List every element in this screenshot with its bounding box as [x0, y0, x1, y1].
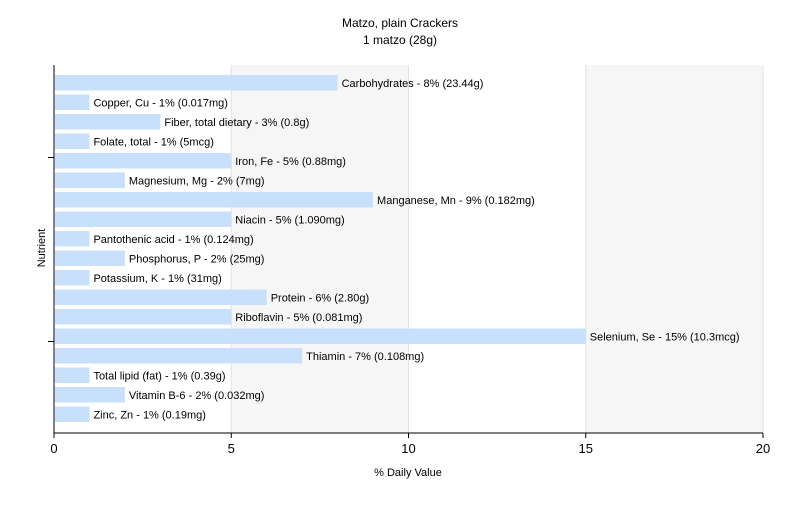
bar [55, 387, 125, 403]
bar [55, 406, 90, 422]
bar [55, 250, 125, 266]
bar-label: Fiber, total dietary - 3% (0.8g) [164, 117, 309, 129]
bar [55, 114, 161, 130]
bar-label: Phosphorus, P - 2% (25mg) [129, 253, 265, 265]
y-axis-title: Nutrient [36, 229, 48, 268]
chart-title: Matzo, plain Crackers [342, 16, 458, 30]
bar [55, 75, 338, 91]
x-axis-title: % Daily Value [374, 467, 442, 479]
x-tick-label: 5 [228, 441, 235, 456]
bar-label: Protein - 6% (2.80g) [271, 292, 369, 304]
bar-label: Iron, Fe - 5% (0.88mg) [235, 156, 346, 168]
bar-label: Copper, Cu - 1% (0.017mg) [93, 97, 228, 109]
bar-label: Folate, total - 1% (5mcg) [93, 136, 213, 148]
grid-band [231, 65, 409, 433]
bar [55, 211, 232, 227]
grid-band [585, 65, 763, 433]
x-tick-label: 0 [50, 441, 57, 456]
bar-label: Zinc, Zn - 1% (0.19mg) [93, 409, 205, 421]
bar-label: Riboflavin - 5% (0.081mg) [235, 312, 362, 324]
bar-label: Manganese, Mn - 9% (0.182mg) [377, 195, 535, 207]
bar-label: Vitamin B-6 - 2% (0.032mg) [129, 390, 265, 402]
grid [54, 65, 764, 433]
bar [55, 133, 90, 149]
bar-label: Thiamin - 7% (0.108mg) [306, 351, 424, 363]
bars: Carbohydrates - 8% (23.44g) Copper, Cu - … [55, 75, 740, 422]
x-tick-label: 15 [579, 441, 593, 456]
bar [55, 94, 90, 110]
bar [55, 328, 586, 344]
bar [55, 192, 374, 208]
bar [55, 289, 267, 305]
bar [55, 153, 232, 169]
bar [55, 309, 232, 325]
bar-label: Carbohydrates - 8% (23.44g) [342, 78, 484, 90]
bar [55, 172, 125, 188]
bar-label: Niacin - 5% (1.090mg) [235, 214, 344, 226]
bar [55, 367, 90, 383]
axes: 0 5 10 15 20 [48, 65, 770, 456]
bar-label: Potassium, K - 1% (31mg) [93, 273, 221, 285]
grid-band [408, 65, 586, 433]
x-tick-label: 10 [401, 441, 415, 456]
bar-label: Magnesium, Mg - 2% (7mg) [129, 175, 265, 187]
bar [55, 348, 303, 364]
x-tick-label: 20 [756, 441, 770, 456]
bar-label: Selenium, Se - 15% (10.3mcg) [590, 331, 740, 343]
bar [55, 270, 90, 286]
chart-subtitle: 1 matzo (28g) [363, 33, 437, 47]
bar-label: Total lipid (fat) - 1% (0.39g) [93, 370, 225, 382]
bar-label: Pantothenic acid - 1% (0.124mg) [93, 234, 253, 246]
bar [55, 231, 90, 247]
